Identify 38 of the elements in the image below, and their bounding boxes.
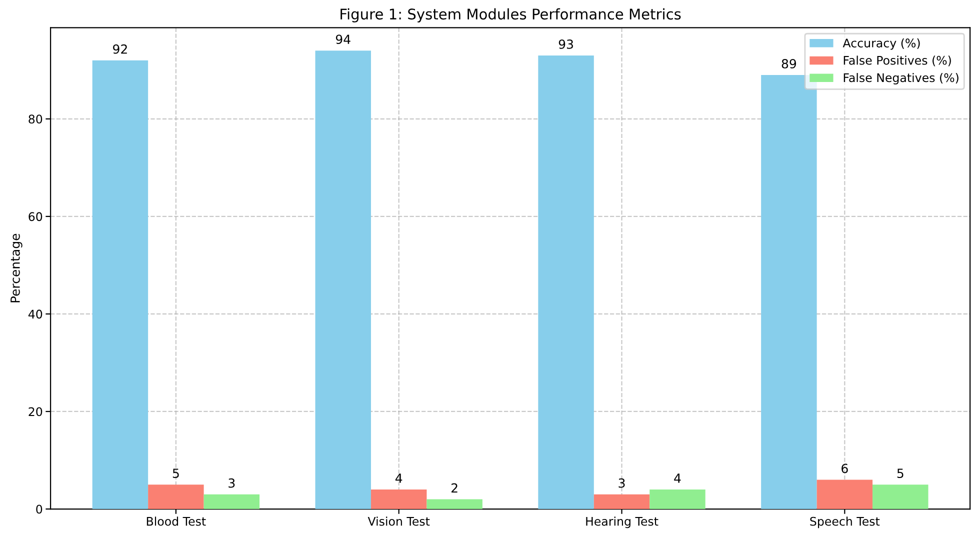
data-label: 4 xyxy=(395,474,402,483)
bar xyxy=(761,75,817,510)
legend-label: False Negatives (%) xyxy=(844,73,958,84)
legend-label: False Positives (%) xyxy=(844,56,951,66)
bar xyxy=(650,490,706,510)
chart-title: Figure 1: System Modules Performance Metrics xyxy=(340,8,681,22)
data-label: 4 xyxy=(674,474,681,483)
y-tick-label: 80 xyxy=(28,114,42,124)
data-label: 94 xyxy=(336,34,350,44)
legend-label: Accuracy (%) xyxy=(842,38,920,50)
data-label: 3 xyxy=(228,478,235,488)
bar xyxy=(315,50,371,510)
y-tick-label: 60 xyxy=(28,212,42,222)
bar xyxy=(92,60,148,510)
data-label: 6 xyxy=(842,464,848,474)
data-label: 5 xyxy=(897,468,904,478)
bar xyxy=(370,490,427,510)
bar xyxy=(594,494,650,510)
data-label: 3 xyxy=(618,478,625,488)
x-tick-label: Blood Test xyxy=(146,516,206,526)
data-label: 5 xyxy=(172,468,179,478)
data-label: 2 xyxy=(452,483,458,492)
y-tick-label: 20 xyxy=(28,407,42,416)
data-label: 89 xyxy=(782,58,796,68)
x-tick-label: Vision Test xyxy=(368,516,430,526)
y-axis-title: Percentage xyxy=(10,234,22,302)
y-tick-label: 40 xyxy=(28,310,42,319)
bar xyxy=(204,494,260,510)
bar xyxy=(872,484,928,510)
data-label: 92 xyxy=(113,44,127,54)
y-tick-label: 0 xyxy=(36,504,42,514)
bar xyxy=(426,499,482,510)
data-label: 93 xyxy=(558,39,573,49)
x-tick-label: Hearing Test xyxy=(586,516,658,528)
bar xyxy=(148,484,204,510)
bar xyxy=(816,480,873,510)
bar xyxy=(538,56,594,510)
x-tick-label: Speech Test xyxy=(810,516,880,528)
